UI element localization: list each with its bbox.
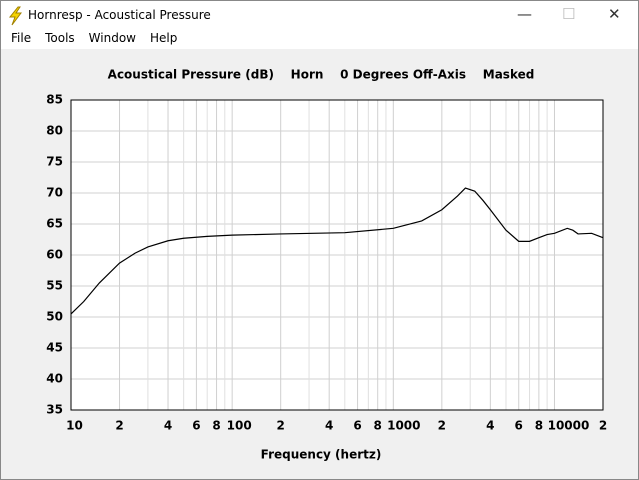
x-tick-label: 2	[599, 419, 607, 433]
y-tick-label: 60	[46, 248, 63, 262]
x-tick-label: 6	[515, 419, 523, 433]
window-title: Hornresp - Acoustical Pressure	[28, 8, 211, 22]
menu-item[interactable]: Window	[88, 31, 136, 45]
response-line	[70, 187, 604, 315]
y-tick-label: 75	[46, 155, 63, 169]
chart-title: Acoustical Pressure (dB) Horn 0 Degrees …	[108, 68, 535, 82]
x-tick-label: 2	[438, 419, 446, 433]
y-tick-label: 45	[46, 341, 63, 355]
x-tick-label: 4	[486, 419, 494, 433]
x-tick-label: 4	[325, 419, 333, 433]
minimize-button[interactable]: —	[517, 5, 532, 23]
x-tick-label: 8	[374, 419, 382, 433]
x-tick-label: 10	[66, 419, 83, 433]
x-tick-label: 8	[212, 419, 220, 433]
y-tick-label: 50	[46, 310, 63, 324]
x-tick-label: 4	[164, 419, 172, 433]
maximize-button[interactable]: ☐	[562, 5, 576, 23]
plot-border	[70, 99, 604, 411]
menu-item[interactable]: File	[11, 31, 32, 45]
y-tick-label: 85	[46, 93, 63, 107]
x-tick-label: 8	[535, 419, 543, 433]
y-tick-label: 65	[46, 217, 63, 231]
close-button[interactable]: ✕	[608, 5, 621, 23]
x-tick-label: 10000	[548, 419, 590, 433]
y-tick-label: 35	[46, 403, 63, 417]
app-icon	[8, 6, 22, 26]
menu-item[interactable]: Tools	[45, 31, 75, 45]
y-tick-label: 40	[46, 372, 63, 386]
x-tick-label: 2	[276, 419, 284, 433]
menu-item[interactable]: Help	[149, 31, 178, 45]
y-tick-label: 80	[46, 124, 63, 138]
menu-bar: File Tools Window Help	[1, 31, 638, 49]
y-tick-label: 70	[46, 186, 63, 200]
title-bar: Hornresp - Acoustical Pressure — ☐ ✕	[1, 1, 638, 31]
x-tick-label: 2	[115, 419, 123, 433]
y-tick-label: 55	[46, 279, 63, 293]
x-axis-label: Frequency (hertz)	[261, 448, 382, 462]
x-tick-label: 100	[227, 419, 252, 433]
x-tick-label: 1000	[387, 419, 420, 433]
x-tick-label: 6	[192, 419, 200, 433]
x-tick-label: 6	[353, 419, 361, 433]
